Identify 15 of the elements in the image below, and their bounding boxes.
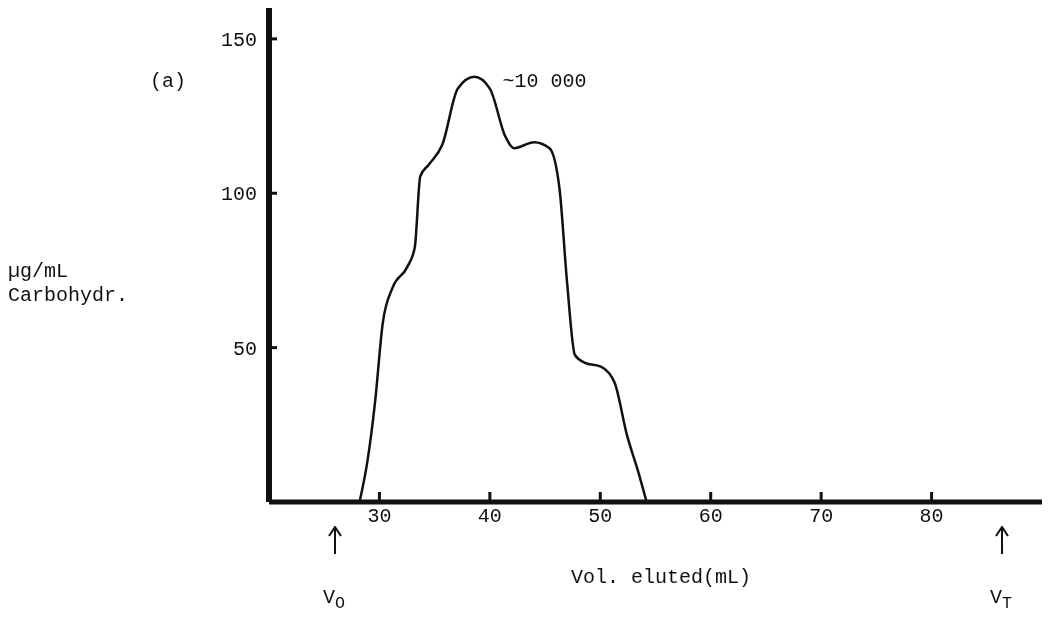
annotation: ~10 000 — [502, 69, 587, 93]
x-axis-title: Vol. eluted(mL) — [570, 566, 752, 589]
y-tick-label: 150 — [220, 28, 257, 52]
y-tick-label: 50 — [232, 337, 257, 361]
y-axis-title: µg/mL Carbohydr. — [8, 260, 129, 308]
text: V$_{O}$ — [323, 586, 346, 613]
text: V$_{T}$ — [990, 586, 1013, 613]
text: (a) — [150, 70, 187, 93]
x-tick-label: 80 — [919, 505, 944, 529]
x-tick-label: 40 — [477, 505, 502, 529]
x-tick-label: 30 — [367, 505, 392, 529]
x-tick-label: 70 — [809, 505, 834, 529]
x-tick-label: 50 — [588, 505, 613, 529]
y-tick-label: 100 — [220, 183, 257, 207]
x-tick-label: 60 — [698, 505, 723, 529]
